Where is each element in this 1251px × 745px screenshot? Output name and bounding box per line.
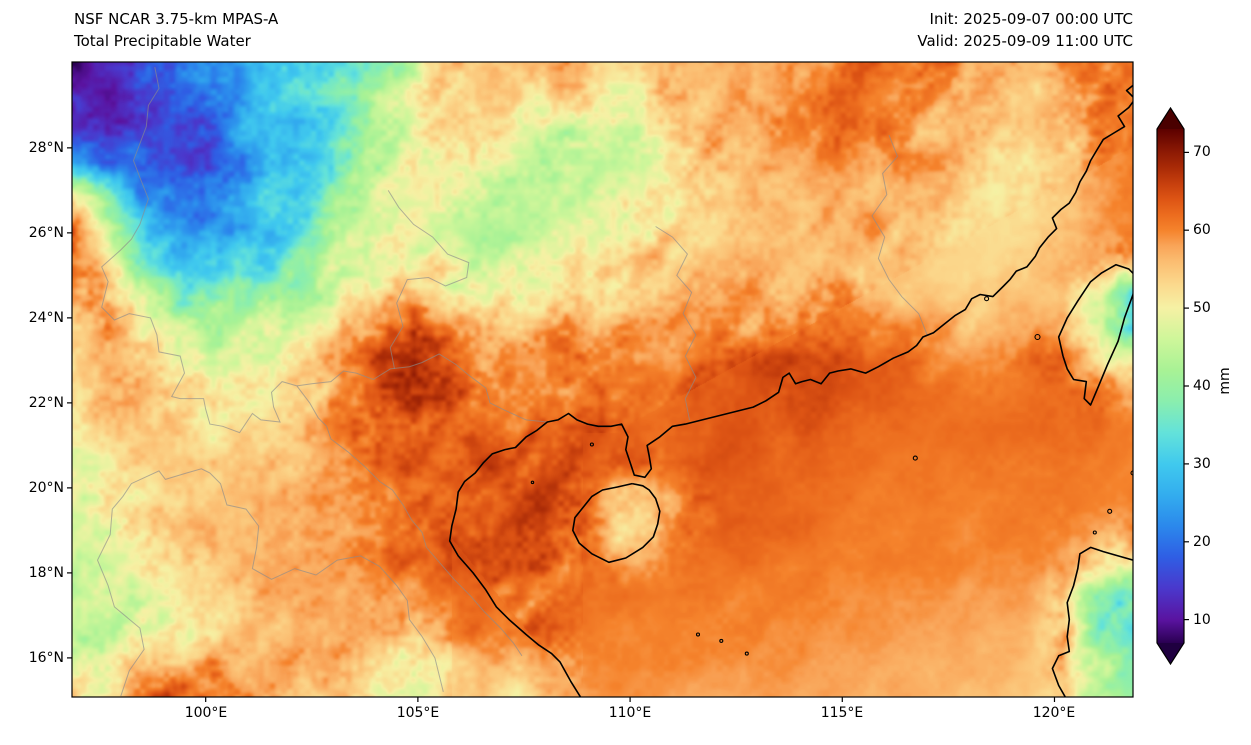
colorbar-tick-label: 40: [1193, 378, 1211, 394]
colorbar-tick-label: 70: [1193, 144, 1211, 160]
colorbar-tick-label: 20: [1193, 534, 1211, 550]
tpw-field-canvas: [72, 62, 1133, 697]
colorbar-tick-label: 10: [1193, 612, 1211, 628]
y-tick-label: 20°N: [28, 480, 64, 496]
colorbar-outline: [1156, 106, 1185, 666]
x-tick-label: 100°E: [184, 705, 228, 721]
colorbar-tick-label: 60: [1193, 222, 1211, 238]
x-tick-label: 105°E: [396, 705, 440, 721]
colorbar-tick-label: 50: [1193, 300, 1211, 316]
model-title: NSF NCAR 3.75-km MPAS-A: [74, 10, 279, 28]
title-block: NSF NCAR 3.75-km MPAS-A Total Precipitab…: [74, 8, 278, 52]
y-tick-label: 18°N: [28, 565, 64, 581]
colorbar-over-arrow: [1157, 108, 1184, 129]
x-tick-label: 120°E: [1032, 705, 1076, 721]
y-tick-label: 22°N: [28, 395, 64, 411]
y-tick-label: 26°N: [28, 225, 64, 241]
x-tick-label: 110°E: [608, 705, 652, 721]
colorbar-tick-label: 30: [1193, 456, 1211, 472]
colorbar-gradient: [1157, 129, 1184, 643]
y-tick-label: 24°N: [28, 310, 64, 326]
map-plot: [72, 62, 1133, 697]
colorbar-under-arrow: [1157, 643, 1184, 664]
y-tick-label: 16°N: [28, 650, 64, 666]
colorbar-unit-label: mm: [1217, 367, 1233, 395]
variable-title: Total Precipitable Water: [74, 32, 251, 50]
valid-time: Valid: 2025-09-09 11:00 UTC: [917, 32, 1133, 50]
y-tick-label: 28°N: [28, 140, 64, 156]
x-tick-label: 115°E: [820, 705, 864, 721]
time-block: Init: 2025-09-07 00:00 UTC Valid: 2025-0…: [917, 8, 1133, 52]
init-time: Init: 2025-09-07 00:00 UTC: [929, 10, 1133, 28]
